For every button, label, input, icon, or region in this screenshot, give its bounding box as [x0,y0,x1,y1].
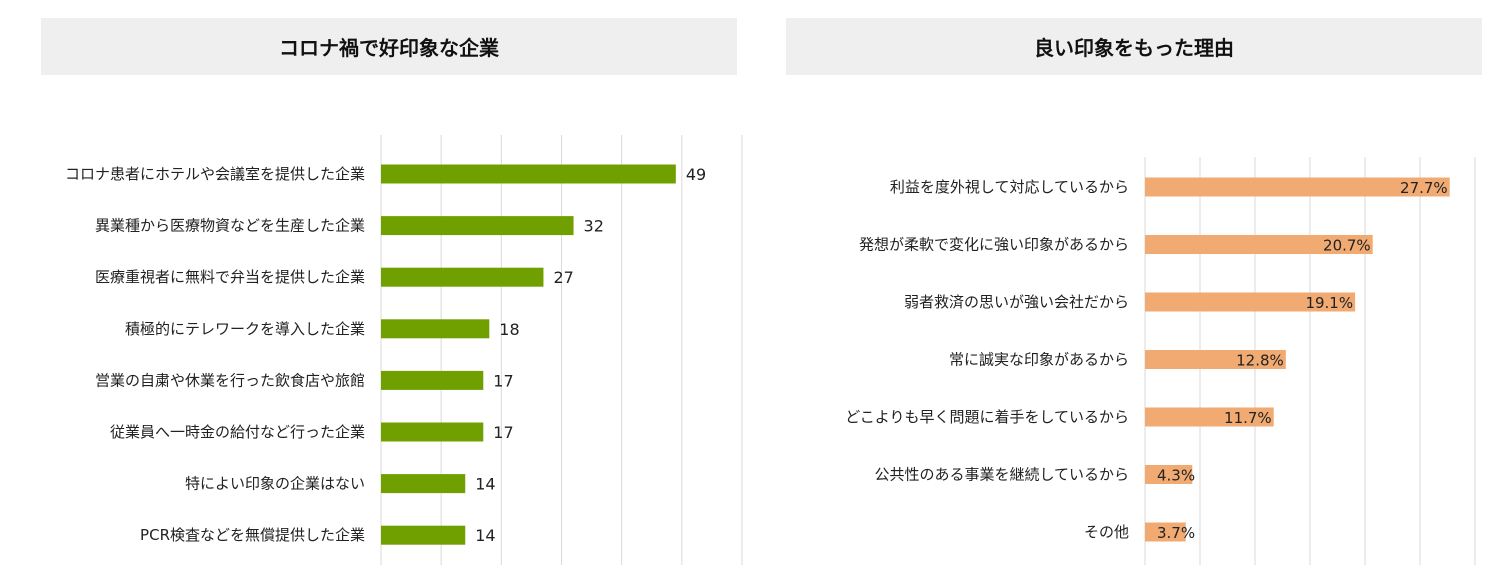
left-chart-title: コロナ禍で好印象な企業 [41,18,737,75]
category-label: 医療重視者に無料で弁当を提供した企業 [95,268,365,286]
bar [1145,407,1274,427]
value-label: 49 [686,165,706,184]
category-label: 営業の自粛や休業を行った飲食店や旅館 [95,371,365,389]
value-label: 32 [584,217,604,236]
value-label: 4.3% [1157,467,1195,485]
category-label: PCR検査などを無償提供した企業 [140,526,365,544]
bar [1145,465,1193,484]
bar [381,267,544,287]
value-label: 19.1% [1305,294,1353,312]
category-label: 異業種から医療物資などを生産した企業 [95,217,365,235]
bar [1145,522,1186,542]
category-label: 公共性のある事業を継続しているから [874,466,1129,484]
right-chart-panel: 良い印象をもった理由 利益を度外視して対応しているから 27.7% 発想が柔軟で変化… [750,0,1500,576]
value-label: 18 [499,320,519,339]
value-label: 27 [553,268,573,287]
category-label: 利益を度外視して対応しているから [890,178,1129,196]
bar [1145,350,1286,369]
bar [381,319,490,339]
value-label: 12.8% [1236,352,1284,370]
bar [381,422,484,442]
category-label: コロナ患者にホテルや会議室を提供した企業 [65,165,365,183]
bar [381,216,574,236]
right-chart-title: 良い印象をもった理由 [786,18,1482,75]
category-label: 従業員へ一時金の給付など行った企業 [110,423,365,441]
category-label: どこよりも早く問題に着手をしているから [845,408,1129,426]
bar [381,525,466,545]
value-label: 17 [493,423,513,442]
value-label: 11.7% [1224,409,1272,427]
category-label: 積極的にテレワークを導入した企業 [125,320,365,338]
value-label: 14 [475,526,495,545]
value-label: 20.7% [1323,237,1371,255]
category-label: 弱者救済の思いが強い会社だから [904,293,1129,311]
category-label: 特によい印象の企業はない [185,475,365,493]
bar [381,474,466,494]
category-label: 発想が柔軟で変化に強い印象があるから [859,236,1129,254]
bar [381,370,484,390]
left-chart-panel: コロナ禍で好印象な企業 コロナ患者にホテルや会議室を提供した企業 49 異業種から医… [41,18,743,565]
right-bar-chart: 利益を度外視して対応しているから 27.7% 発想が柔軟で変化に強い印象があるから 2… [845,157,1476,565]
value-label: 3.7% [1157,524,1195,542]
bar [381,164,676,184]
left-bar-chart: コロナ患者にホテルや会議室を提供した企業 49 異業種から医療物資などを生産した企業… [65,135,743,565]
bar [1145,177,1450,197]
bar [1145,292,1356,312]
value-label: 17 [493,371,513,390]
category-label: 常に誠実な印象があるから [949,351,1129,369]
category-label: その他 [1084,523,1129,541]
bar [1145,235,1373,254]
value-label: 14 [475,475,495,494]
value-label: 27.7% [1400,179,1448,197]
